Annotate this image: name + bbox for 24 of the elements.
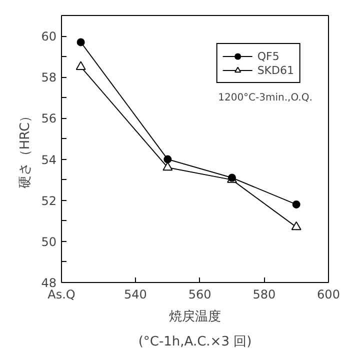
y-tick-label: 60 bbox=[41, 30, 57, 44]
point bbox=[292, 200, 300, 208]
annotation: 1200°C-3min.,O.Q. bbox=[218, 92, 312, 104]
y-tick-label: 56 bbox=[41, 112, 57, 126]
x-tick-label: 580 bbox=[252, 288, 276, 302]
point bbox=[164, 155, 172, 164]
legend-label: SKD61 bbox=[257, 63, 294, 77]
point bbox=[76, 61, 86, 70]
y-tick-label: 58 bbox=[41, 70, 57, 85]
x-tick-label: 560 bbox=[188, 288, 212, 302]
y-tick-label: 50 bbox=[41, 234, 57, 249]
y-tick-label: 48 bbox=[41, 276, 57, 290]
legend-label: QF5 bbox=[257, 49, 280, 63]
y-tick-label: 52 bbox=[41, 194, 57, 208]
point bbox=[162, 162, 173, 171]
y-axis-title: 硬さ（HRC） bbox=[18, 109, 34, 189]
x-axis-title: 焼戻温度 bbox=[169, 308, 221, 324]
text: (°C-1h,A.C.×3 回) bbox=[138, 334, 252, 350]
x-tick-label: As.Q bbox=[48, 288, 76, 302]
point bbox=[291, 221, 302, 230]
point bbox=[76, 38, 85, 46]
y-tick-label: 54 bbox=[41, 152, 57, 167]
x-tick-label: 600 bbox=[317, 288, 340, 302]
x-tick-label: 540 bbox=[124, 288, 147, 302]
